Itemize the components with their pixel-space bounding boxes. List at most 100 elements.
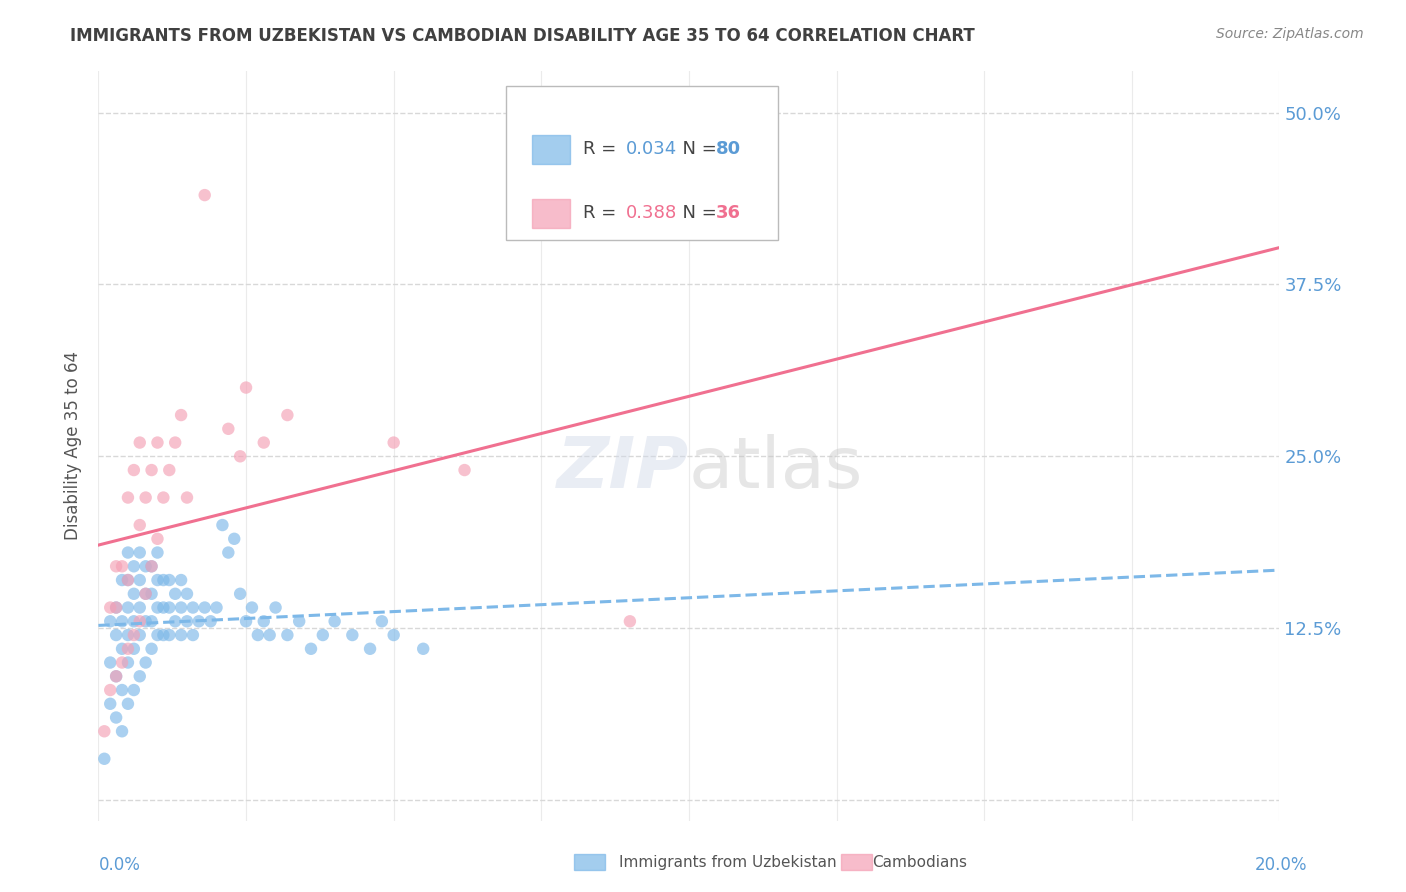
Point xyxy=(412,641,434,656)
Point xyxy=(105,600,128,615)
Point xyxy=(98,656,121,670)
Point xyxy=(117,600,139,615)
Point xyxy=(135,559,157,574)
Point xyxy=(135,656,157,670)
Point xyxy=(128,600,150,615)
Point xyxy=(157,628,180,642)
Point xyxy=(98,697,121,711)
Point xyxy=(165,587,187,601)
Point xyxy=(128,669,150,683)
Point xyxy=(235,380,257,394)
Point xyxy=(122,587,145,601)
Point xyxy=(128,545,150,559)
Point xyxy=(152,491,174,505)
Point xyxy=(187,615,209,629)
Point xyxy=(122,463,145,477)
Point xyxy=(382,435,405,450)
Point xyxy=(141,463,163,477)
Point xyxy=(371,615,394,629)
Point xyxy=(117,641,139,656)
Text: 0.388: 0.388 xyxy=(626,204,678,222)
Point xyxy=(122,559,145,574)
Bar xyxy=(531,135,569,164)
Point xyxy=(105,710,128,724)
Point xyxy=(117,491,139,505)
Point xyxy=(312,628,335,642)
Point xyxy=(152,628,174,642)
Point xyxy=(117,545,139,559)
Point xyxy=(170,573,193,587)
Point xyxy=(93,724,115,739)
Text: N =: N = xyxy=(671,204,723,222)
Point xyxy=(146,532,169,546)
Point xyxy=(342,628,364,642)
Point xyxy=(165,615,187,629)
Point xyxy=(246,628,269,642)
Point xyxy=(176,615,198,629)
Text: ZIP: ZIP xyxy=(557,434,689,503)
Point xyxy=(165,435,187,450)
Point xyxy=(98,683,121,698)
Point xyxy=(253,435,276,450)
Text: IMMIGRANTS FROM UZBEKISTAN VS CAMBODIAN DISABILITY AGE 35 TO 64 CORRELATION CHAR: IMMIGRANTS FROM UZBEKISTAN VS CAMBODIAN … xyxy=(70,27,974,45)
Point xyxy=(111,573,134,587)
Text: Source: ZipAtlas.com: Source: ZipAtlas.com xyxy=(1216,27,1364,41)
Point xyxy=(141,559,163,574)
Point xyxy=(170,600,193,615)
Text: R =: R = xyxy=(582,204,621,222)
Text: atlas: atlas xyxy=(689,434,863,503)
Point xyxy=(264,600,287,615)
Point xyxy=(128,628,150,642)
Point xyxy=(224,532,246,546)
Point xyxy=(146,573,169,587)
Point xyxy=(117,628,139,642)
Text: Immigrants from Uzbekistan: Immigrants from Uzbekistan xyxy=(619,855,837,870)
Point xyxy=(323,615,346,629)
Point xyxy=(194,188,217,202)
Point xyxy=(359,641,381,656)
Point xyxy=(105,600,128,615)
Point xyxy=(146,628,169,642)
Point xyxy=(157,573,180,587)
Point xyxy=(98,600,121,615)
Point xyxy=(146,545,169,559)
Point xyxy=(170,628,193,642)
Point xyxy=(288,615,311,629)
Point xyxy=(111,641,134,656)
Text: 80: 80 xyxy=(716,140,741,159)
Point xyxy=(122,683,145,698)
Point xyxy=(619,615,641,629)
Point xyxy=(117,697,139,711)
Point xyxy=(135,491,157,505)
Point xyxy=(170,408,193,422)
Point xyxy=(135,587,157,601)
Text: 20.0%: 20.0% xyxy=(1256,856,1308,874)
Point xyxy=(176,491,198,505)
Point xyxy=(181,600,204,615)
Point xyxy=(111,559,134,574)
Point xyxy=(111,615,134,629)
Text: R =: R = xyxy=(582,140,621,159)
Point xyxy=(111,724,134,739)
Point xyxy=(217,545,239,559)
Point xyxy=(135,615,157,629)
Point xyxy=(141,641,163,656)
Point xyxy=(194,600,217,615)
Point xyxy=(105,559,128,574)
Point xyxy=(128,435,150,450)
Point xyxy=(157,600,180,615)
Point xyxy=(253,615,276,629)
Point xyxy=(259,628,281,642)
Point xyxy=(146,600,169,615)
Text: 0.034: 0.034 xyxy=(626,140,678,159)
Point xyxy=(135,587,157,601)
Point xyxy=(141,587,163,601)
Point xyxy=(176,587,198,601)
Point xyxy=(105,628,128,642)
Point xyxy=(93,752,115,766)
Point xyxy=(276,628,298,642)
Point xyxy=(299,641,322,656)
Point xyxy=(382,628,405,642)
Point xyxy=(128,518,150,533)
Point xyxy=(146,435,169,450)
